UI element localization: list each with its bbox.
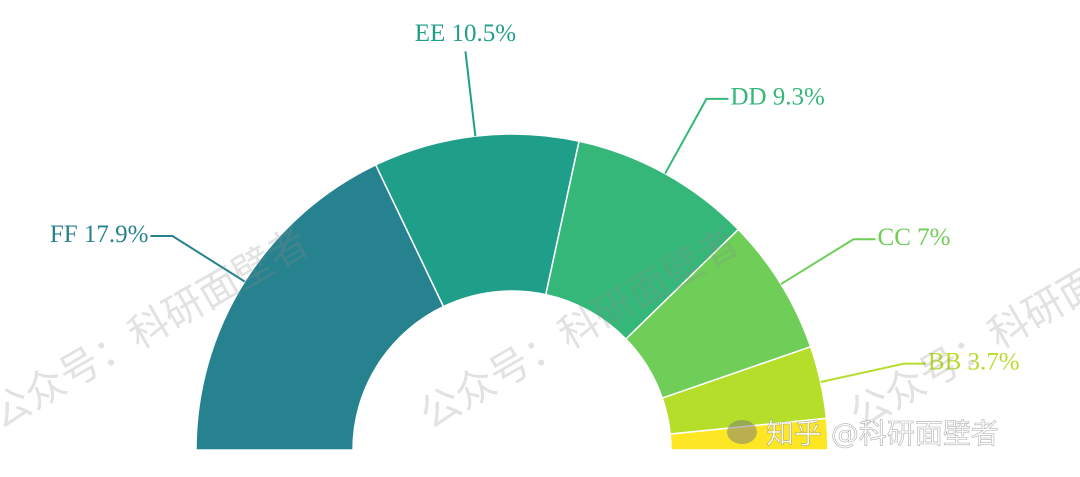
leader-line	[820, 362, 926, 384]
leader-line	[464, 51, 477, 137]
leader-line	[150, 235, 246, 283]
slice-label: EE 10.5%	[415, 20, 516, 47]
leader-line	[664, 97, 729, 175]
slice	[374, 133, 580, 308]
wechat-icon	[727, 420, 757, 444]
slice	[195, 163, 445, 451]
slice-label: CC 7%	[878, 224, 951, 251]
watermark: 公众号：科研面壁者	[842, 219, 1080, 439]
leader-line	[780, 238, 876, 285]
watermark: 知乎 @科研面壁者	[766, 417, 999, 450]
slice-label: BB 3.7%	[928, 348, 1020, 375]
slice-label: DD 9.3%	[730, 84, 824, 111]
slice-label: FF 17.9%	[50, 221, 149, 248]
